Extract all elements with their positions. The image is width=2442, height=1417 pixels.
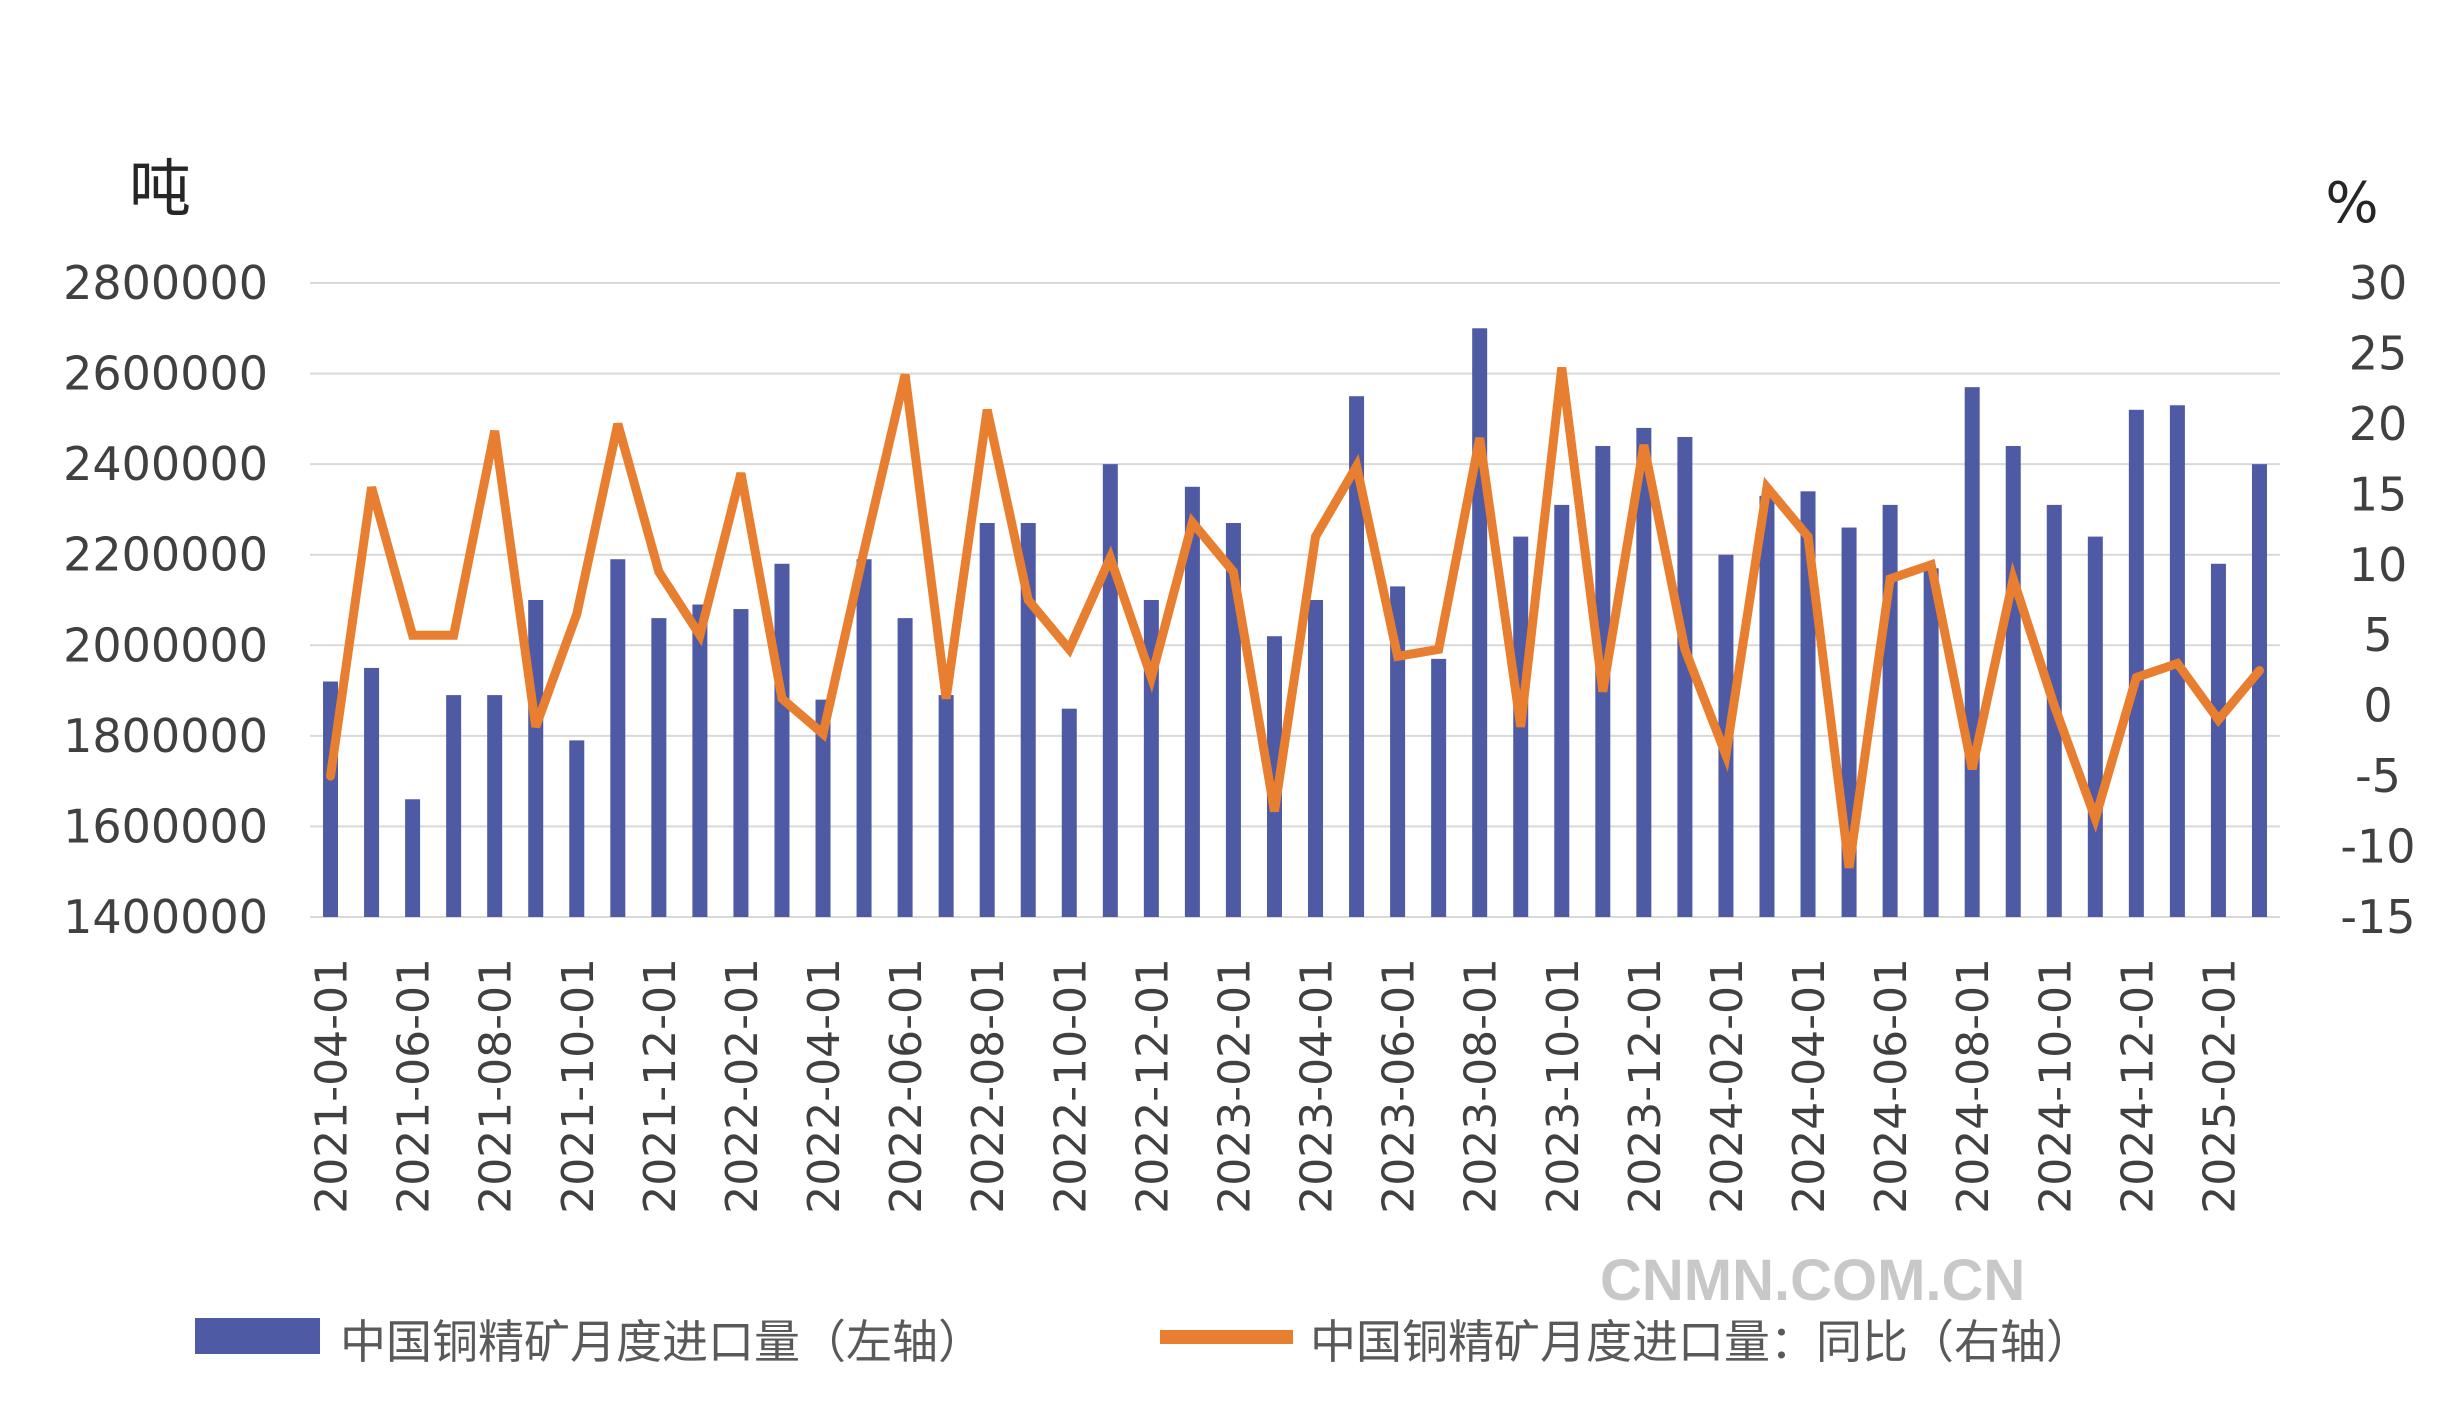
left-axis-unit: 吨 [129, 152, 191, 225]
x-tick-label: 2021-04-01 [307, 958, 358, 1214]
x-tick-label: 2024-12-01 [2112, 958, 2163, 1214]
left-tick-label: 1400000 [63, 890, 268, 944]
bar [815, 699, 831, 917]
bar [610, 559, 626, 917]
bar [692, 604, 708, 917]
left-tick-label: 1600000 [63, 799, 268, 853]
bar [1266, 636, 1282, 917]
legend-bar-swatch [195, 1318, 320, 1354]
bar [1472, 328, 1488, 917]
bar [528, 600, 544, 917]
x-tick-label: 2022-04-01 [799, 958, 850, 1214]
x-tick-label: 2022-10-01 [1045, 958, 1096, 1214]
bar [1061, 708, 1077, 917]
bar [1882, 504, 1898, 917]
x-tick-label: 2023-04-01 [1292, 958, 1343, 1214]
x-tick-label: 2024-02-01 [1702, 958, 1753, 1214]
x-tick-label: 2022-12-01 [1127, 958, 1178, 1214]
right-axis-unit: % [2325, 171, 2378, 236]
x-tick-label: 2023-12-01 [1620, 958, 1671, 1214]
bar [774, 563, 790, 917]
right-tick-label: -10 [2340, 820, 2415, 874]
bar [897, 618, 913, 917]
bar [1636, 427, 1652, 917]
bar [938, 695, 954, 917]
bar [1184, 486, 1200, 917]
x-tick-label: 2022-02-01 [717, 958, 768, 1214]
x-tick-label: 2021-08-01 [471, 958, 522, 1214]
bar [405, 799, 421, 917]
bar [487, 695, 503, 917]
bar [1677, 436, 1693, 917]
x-tick-label: 2024-04-01 [1784, 958, 1835, 1214]
bar [1102, 464, 1118, 917]
right-tick-label: 10 [2349, 538, 2408, 592]
right-tick-label: -15 [2340, 890, 2415, 944]
gridlines [310, 282, 2280, 918]
bar [1923, 568, 1939, 917]
bar [1349, 396, 1365, 917]
bar [2128, 409, 2144, 917]
x-tick-label: 2023-02-01 [1209, 958, 1260, 1214]
x-tick-label: 2022-08-01 [963, 958, 1014, 1214]
bar [1225, 523, 1241, 917]
legend-line-label: 中国铜精矿月度进口量：同比（右轴） [1310, 1315, 2092, 1369]
left-tick-label: 2600000 [63, 347, 268, 401]
right-tick-label: 0 [2363, 679, 2392, 733]
bar [2251, 464, 2267, 917]
x-tick-label: 2021-10-01 [553, 958, 604, 1214]
bar [2087, 536, 2103, 917]
bar [1308, 600, 1324, 917]
legend: 中国铜精矿月度进口量（左轴） 中国铜精矿月度进口量：同比（右轴） [195, 1315, 2092, 1369]
legend-bar-label: 中国铜精矿月度进口量（左轴） [340, 1315, 984, 1369]
bar [2005, 446, 2021, 917]
bar [1759, 495, 1775, 917]
x-tick-label: 2024-06-01 [1866, 958, 1917, 1214]
right-tick-label: 20 [2349, 397, 2408, 451]
right-tick-label: 30 [2349, 256, 2408, 310]
x-tick-label: 2023-08-01 [1456, 958, 1507, 1214]
left-tick-label: 2000000 [63, 618, 268, 672]
right-tick-label: 5 [2363, 608, 2392, 662]
bar [364, 667, 380, 917]
bar [1554, 504, 1570, 917]
x-tick-label: 2025-02-01 [2194, 958, 2245, 1214]
yoy-line [326, 366, 2264, 869]
right-tick-label: 25 [2349, 326, 2408, 380]
left-tick-label: 2200000 [63, 528, 268, 582]
bar [651, 618, 667, 917]
bar [2210, 563, 2226, 917]
x-tick-label: 2021-06-01 [389, 958, 440, 1214]
x-axis-ticks: 2021-04-01 2021-06-01 2021-08-01 2021-10-01… [307, 958, 2246, 1214]
x-tick-label: 2021-12-01 [635, 958, 686, 1214]
x-tick-label: 2024-08-01 [1948, 958, 1999, 1214]
bar [569, 740, 585, 917]
bar [1390, 586, 1406, 917]
x-tick-label: 2024-10-01 [2030, 958, 2081, 1214]
bar-series [323, 328, 2267, 918]
x-tick-label: 2023-06-01 [1374, 958, 1425, 1214]
right-tick-label: 15 [2349, 467, 2408, 521]
x-tick-label: 2022-06-01 [881, 958, 932, 1214]
bar [856, 559, 872, 917]
left-axis-ticks: 2800000 2600000 2400000 2200000 2000000 18000… [63, 256, 268, 944]
left-tick-label: 2400000 [63, 437, 268, 491]
bar [733, 609, 749, 917]
bar [446, 695, 462, 917]
watermark: CNMN.COM.CN [1600, 1248, 2025, 1313]
left-tick-label: 1800000 [63, 709, 268, 763]
bar [1020, 523, 1036, 917]
x-tick-label: 2023-10-01 [1538, 958, 1589, 1214]
right-tick-label: -5 [2355, 749, 2401, 803]
left-tick-label: 2800000 [63, 256, 268, 310]
right-axis-ticks: 30 25 20 15 10 5 0 -5 -10 -15 [2340, 256, 2415, 944]
bar [979, 523, 995, 917]
bar [1964, 387, 1980, 918]
bar [1431, 658, 1447, 917]
line-series [326, 366, 2264, 869]
